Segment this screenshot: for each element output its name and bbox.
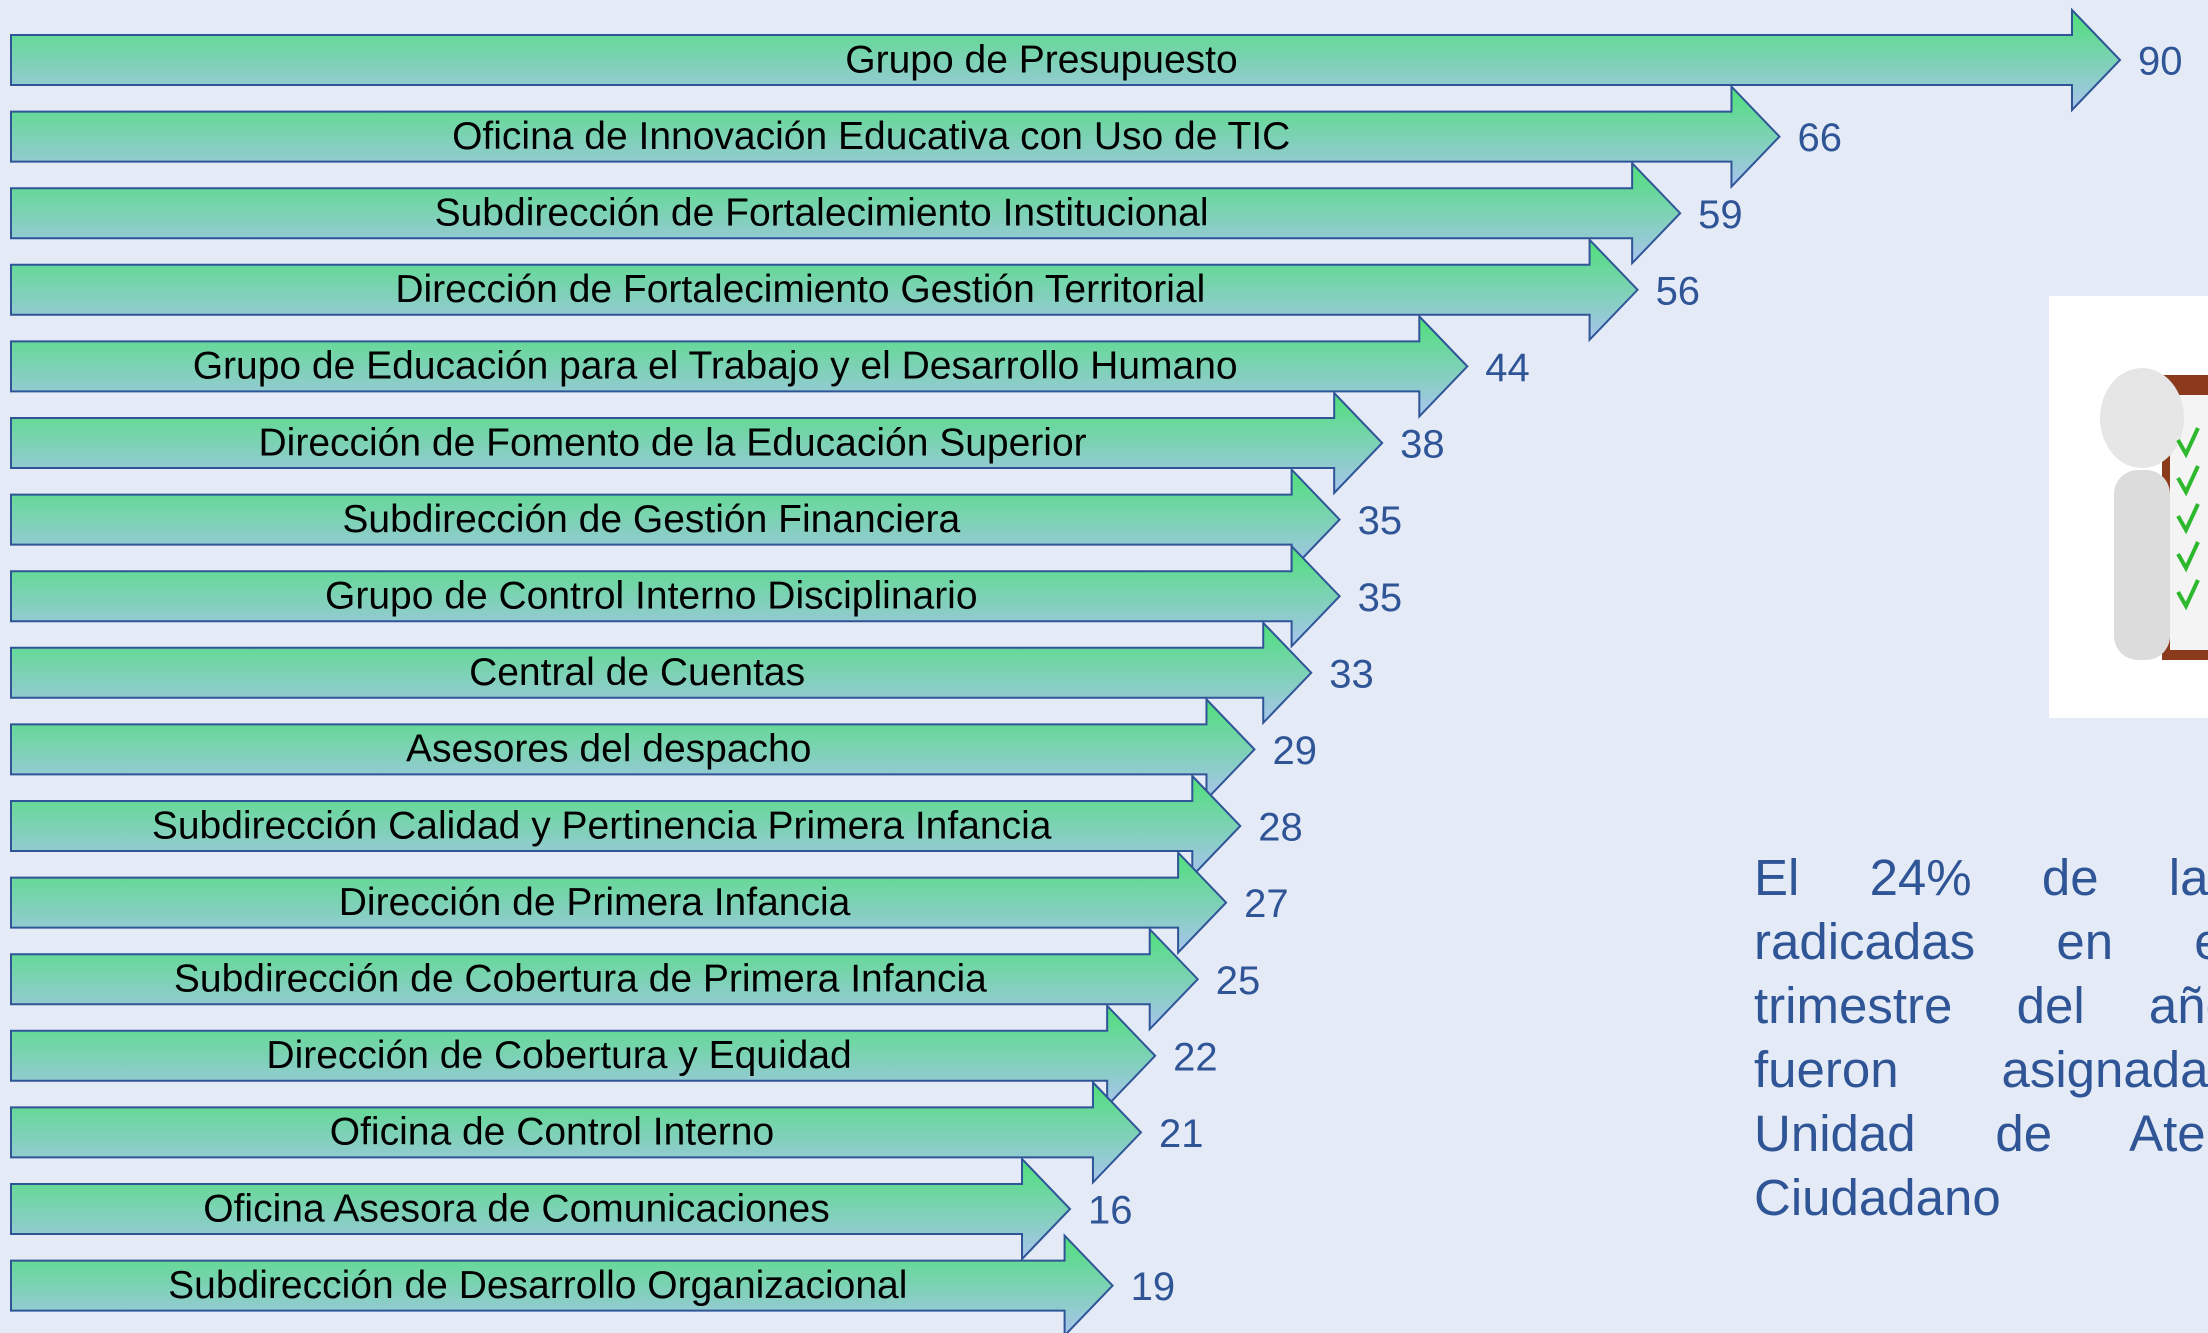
category-label: Dirección de Fortalecimiento Gestión Ter… bbox=[395, 268, 1205, 311]
value-label: 19 bbox=[1131, 1265, 1176, 1309]
category-label: Asesores del despacho bbox=[406, 728, 811, 771]
value-label: 16 bbox=[1088, 1189, 1133, 1233]
value-label: 25 bbox=[1216, 959, 1261, 1003]
category-label: Dirección de Fomento de la Educación Sup… bbox=[259, 421, 1087, 464]
value-label: 29 bbox=[1272, 729, 1317, 773]
annotation-line: El 24% de las bbox=[1754, 846, 2208, 910]
annotation-line: trimestre del año bbox=[1754, 974, 2208, 1038]
value-label: 38 bbox=[1400, 423, 1445, 467]
category-label: Oficina Asesora de Comunicaciones bbox=[203, 1187, 830, 1230]
category-label: Subdirección de Fortalecimiento Instituc… bbox=[435, 191, 1209, 234]
category-label: Oficina de Innovación Educativa con Uso … bbox=[452, 115, 1290, 158]
page: Grupo de Presupuesto 90 Oficina de Innovac… bbox=[0, 0, 2208, 1333]
value-label: 27 bbox=[1244, 882, 1289, 926]
category-label: Grupo de Educación para el Trabajo y el … bbox=[193, 345, 1238, 388]
value-label: 28 bbox=[1258, 806, 1303, 850]
value-label: 21 bbox=[1159, 1112, 1204, 1156]
value-label: 22 bbox=[1173, 1035, 1218, 1079]
category-label: Dirección de Primera Infancia bbox=[339, 881, 851, 924]
annotation-line: radicadas en el bbox=[1754, 910, 2208, 974]
category-label: Central de Cuentas bbox=[469, 651, 805, 694]
value-label: 56 bbox=[1656, 269, 1701, 313]
annotation-line: Unidad de Aten bbox=[1754, 1102, 2208, 1166]
value-label: 35 bbox=[1358, 499, 1403, 543]
annotation-line: Ciudadano bbox=[1754, 1166, 2208, 1230]
clipart bbox=[2049, 296, 2208, 718]
category-label: Subdirección de Cobertura de Primera Inf… bbox=[174, 957, 987, 1000]
category-label: Grupo de Presupuesto bbox=[845, 38, 1237, 81]
category-label: Grupo de Control Interno Disciplinario bbox=[325, 574, 978, 617]
category-label: Oficina de Control Interno bbox=[330, 1111, 774, 1154]
value-label: 66 bbox=[1797, 116, 1842, 160]
category-label: Subdirección Calidad y Pertinencia Prime… bbox=[152, 804, 1052, 847]
category-label: Subdirección de Gestión Financiera bbox=[342, 498, 960, 541]
value-label: 33 bbox=[1329, 652, 1374, 696]
value-label: 59 bbox=[1698, 193, 1743, 237]
category-label: Subdirección de Desarrollo Organizaciona… bbox=[168, 1264, 907, 1307]
annotation-line: fueron asignadas bbox=[1754, 1038, 2208, 1102]
value-label: 90 bbox=[2138, 40, 2183, 84]
value-label: 44 bbox=[1485, 346, 1530, 390]
category-label: Dirección de Cobertura y Equidad bbox=[266, 1034, 851, 1077]
value-label: 35 bbox=[1358, 576, 1403, 620]
